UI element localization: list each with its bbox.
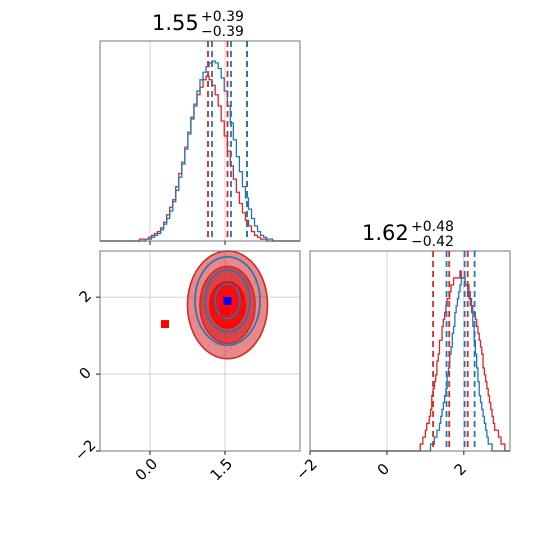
title-param-1: 1.55 +0.39 −0.39 — [152, 9, 244, 40]
x-ticks: −2 0 2 — [292, 451, 470, 484]
title-value-1: 1.55 — [152, 11, 199, 35]
tick-label: −2 — [71, 436, 99, 464]
markers — [161, 297, 232, 329]
contour-level-5 — [204, 269, 251, 333]
sample-point — [251, 258, 254, 261]
title-plus-1: +0.39 — [201, 9, 244, 25]
marker-1 — [161, 320, 169, 329]
histograms — [100, 60, 300, 242]
histogram-panel-param-1 — [99, 40, 301, 245]
quantile-lines — [432, 251, 476, 451]
quantile-lines — [207, 41, 248, 241]
tick-label: −2 — [292, 455, 320, 483]
histogram-series-2 — [100, 60, 300, 242]
tick-label: 2 — [76, 287, 95, 306]
tick-label: 0.0 — [132, 455, 162, 485]
histogram-panel-param-2: −2 0 2 — [292, 250, 511, 484]
contour-panel: 0.0 1.5 −2 0 2 — [71, 250, 301, 485]
grid — [386, 251, 465, 451]
marker-2 — [221, 308, 229, 317]
grid — [149, 41, 226, 241]
x-ticks — [149, 241, 226, 245]
plot-frame — [309, 250, 511, 452]
title-minus-2: −0.42 — [411, 234, 454, 250]
sample-point — [212, 359, 215, 362]
plot-frame — [99, 250, 301, 452]
title-plus-2: +0.48 — [411, 219, 454, 235]
tick-label: 0 — [76, 364, 95, 383]
title-value-2: 1.62 — [362, 221, 409, 245]
histogram-series-2 — [310, 277, 510, 452]
plot-frame — [99, 40, 301, 242]
histograms — [310, 270, 510, 452]
title-minus-1: −0.39 — [201, 24, 244, 40]
tick-label: 1.5 — [207, 455, 237, 485]
histogram-series-1 — [100, 75, 300, 242]
title-param-2: 1.62 +0.48 −0.42 — [362, 219, 454, 250]
contour-level-4 — [194, 255, 261, 347]
y-ticks: −2 0 2 — [71, 287, 100, 464]
histogram-series-1 — [310, 270, 510, 452]
contour-level-6 — [214, 282, 241, 320]
tick-label: 0 — [374, 460, 393, 479]
tick-label: 2 — [451, 460, 470, 479]
x-ticks: 0.0 1.5 — [132, 451, 237, 485]
marker-3 — [223, 297, 232, 305]
